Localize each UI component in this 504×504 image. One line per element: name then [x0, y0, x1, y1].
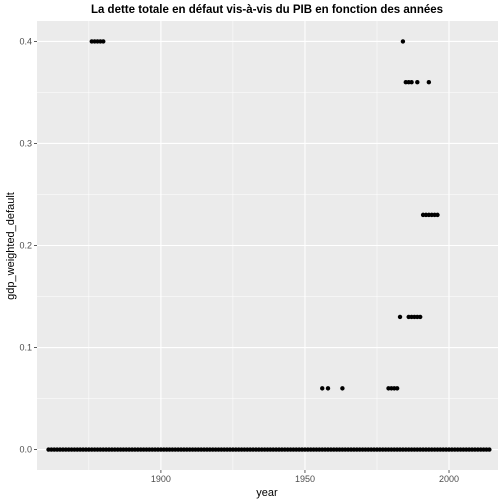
- data-point: [426, 80, 432, 85]
- data-point: [340, 386, 345, 391]
- x-tick-label: 1950: [295, 474, 315, 484]
- chart-title: La dette totale en défaut vis-à-vis du P…: [91, 4, 443, 16]
- y-tick-label: 0.1: [19, 343, 32, 353]
- x-axis-title: year: [256, 487, 278, 499]
- y-tick-label: 0.4: [19, 36, 32, 46]
- data-points: [46, 39, 492, 452]
- y-axis-title: gdp_weighted_default: [5, 192, 17, 300]
- data-point: [409, 80, 414, 85]
- data-point: [435, 212, 440, 218]
- y-tick-label: 0.0: [19, 445, 32, 455]
- y-tick-label: 0.2: [19, 241, 32, 251]
- data-point: [320, 386, 325, 391]
- data-point: [101, 39, 106, 44]
- data-point: [397, 314, 403, 320]
- data-point: [415, 80, 420, 85]
- y-tick-label: 0.3: [19, 138, 32, 148]
- data-point: [394, 386, 400, 391]
- data-point: [487, 447, 492, 452]
- y-axis-ticks: 0.0 0.1 0.2 0.3 0.4: [19, 36, 37, 455]
- data-point: [400, 39, 406, 44]
- x-tick-label: 1900: [151, 474, 171, 484]
- x-axis-ticks: 1900 1950 2000: [151, 470, 459, 484]
- x-tick-label: 2000: [439, 474, 459, 484]
- data-point: [418, 314, 423, 320]
- data-point: [325, 386, 331, 391]
